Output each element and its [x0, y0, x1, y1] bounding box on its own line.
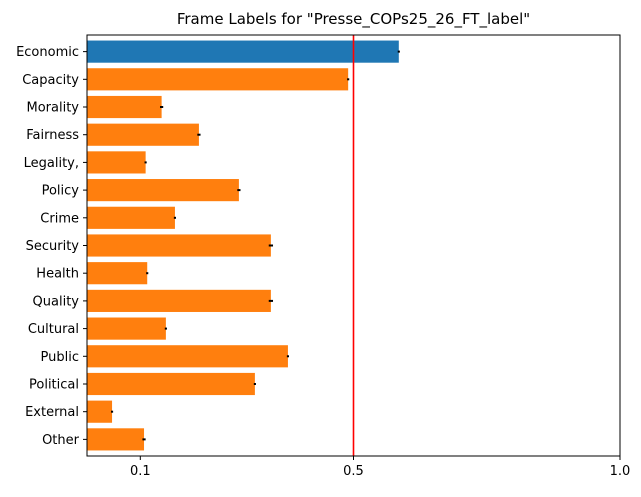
bar-other: [87, 428, 145, 451]
bar-political: [87, 372, 255, 396]
bar-crime: [87, 206, 175, 229]
y-tick-label: Economic: [16, 45, 79, 60]
y-tick-label: External: [25, 405, 79, 420]
bar-security: [87, 234, 271, 257]
y-tick-label: Quality: [33, 294, 80, 309]
y-tick-label: Fairness: [26, 128, 79, 143]
x-axis: 0.1 0.5 1.0: [130, 456, 630, 479]
x-tick-label: 1.0: [610, 464, 631, 479]
y-tick-label: Political: [29, 377, 79, 392]
bar-public: [87, 345, 288, 368]
error-bars-layer: [110, 50, 400, 441]
y-tick-label: Capacity: [22, 73, 79, 88]
bar-morality: [87, 95, 162, 119]
y-tick-label: Cultural: [28, 322, 79, 337]
y-tick-label: Legality,: [24, 156, 79, 171]
bar-cultural: [87, 317, 166, 340]
x-tick-label: 0.5: [343, 464, 364, 479]
plot-frame: [86, 34, 621, 457]
y-tick-label: Crime: [40, 211, 79, 226]
bars-layer: [87, 40, 399, 451]
y-tick-label: Morality: [27, 101, 80, 116]
bar-legality: [87, 151, 146, 174]
bar-fairness: [87, 123, 199, 146]
chart-title: Frame Labels for "Presse_COPs25_26_FT_la…: [177, 10, 530, 29]
y-tick-label: Other: [42, 433, 80, 448]
bar-external: [87, 400, 113, 423]
bar-policy: [87, 179, 239, 202]
bar-capacity: [87, 68, 349, 91]
bar-quality: [87, 289, 271, 312]
y-tick-label: Public: [41, 350, 79, 365]
bar-health: [87, 262, 148, 285]
y-axis: Economic Capacity Morality Fairness Legality…: [16, 45, 87, 448]
bar-economic: [87, 40, 399, 63]
y-tick-label: Policy: [42, 184, 80, 199]
y-tick-label: Health: [36, 267, 79, 282]
x-tick-label: 0.1: [130, 464, 151, 479]
y-tick-label: Security: [26, 239, 80, 254]
